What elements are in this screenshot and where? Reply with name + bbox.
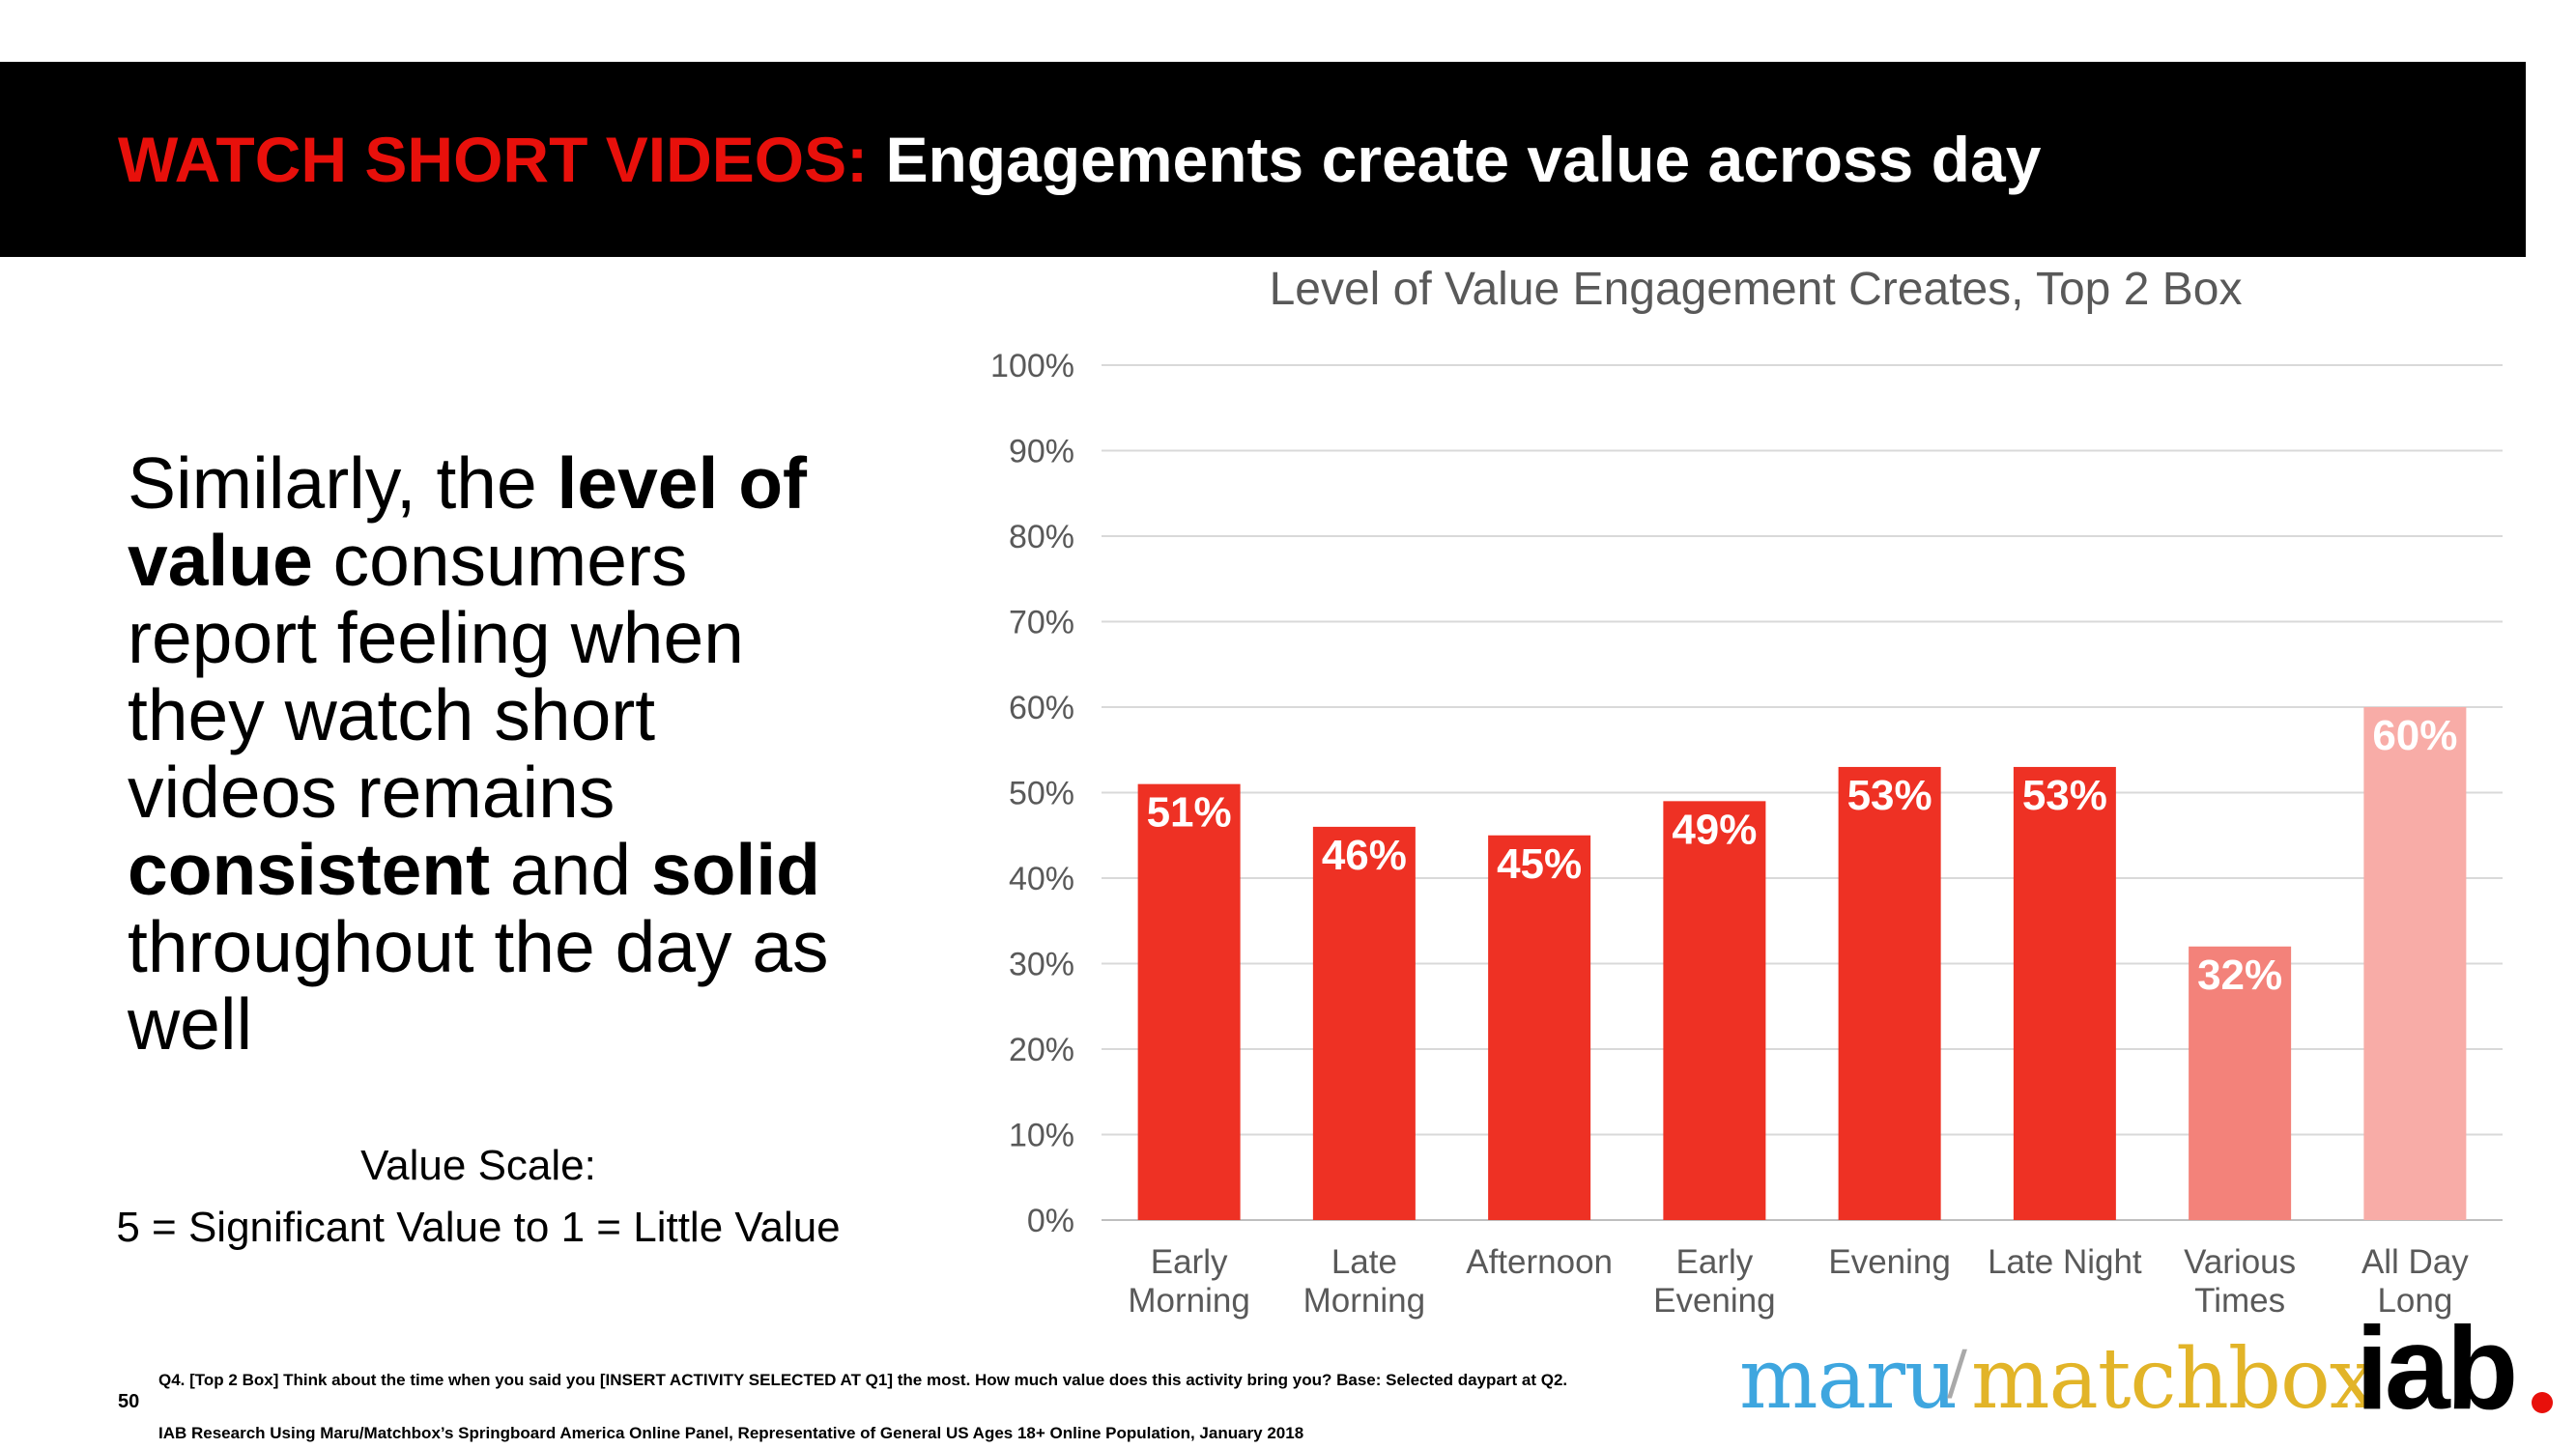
x-tick-label: Evening bbox=[1828, 1243, 1950, 1281]
data-label: 32% bbox=[2197, 952, 2282, 999]
x-tick-label: Long bbox=[2377, 1282, 2452, 1320]
y-tick-label: 30% bbox=[1009, 947, 1074, 983]
bar bbox=[1838, 766, 1941, 1220]
body-text-run: and bbox=[490, 829, 651, 910]
title-banner bbox=[0, 62, 2526, 257]
bar bbox=[1488, 835, 1591, 1220]
x-tick-label: Morning bbox=[1303, 1282, 1425, 1320]
value-scale-description: 5 = Significant Value to 1 = Little Valu… bbox=[116, 1204, 841, 1251]
y-tick-label: 10% bbox=[1009, 1118, 1074, 1154]
x-tick-label: Late Night bbox=[1988, 1243, 2142, 1281]
x-tick-label: Evening bbox=[1653, 1282, 1775, 1320]
title-main: Engagements create value across day bbox=[885, 124, 2042, 195]
body-emphasis: consistent bbox=[128, 829, 491, 910]
y-tick-label: 0% bbox=[1027, 1203, 1074, 1239]
y-tick-label: 90% bbox=[1009, 434, 1074, 470]
data-label: 53% bbox=[1847, 772, 1932, 819]
x-tick-label: All Day bbox=[2361, 1243, 2469, 1281]
slide-title: WATCH SHORT VIDEOS: Engagements create v… bbox=[118, 122, 2041, 198]
data-label: 45% bbox=[1497, 840, 1582, 888]
matchbox-logo: matchbox bbox=[1971, 1331, 2376, 1428]
bars bbox=[1137, 707, 2467, 1220]
x-tick-label: Early bbox=[1151, 1243, 1228, 1281]
y-tick-label: 40% bbox=[1009, 861, 1074, 897]
data-label: 60% bbox=[2372, 712, 2457, 759]
bar bbox=[2189, 946, 2292, 1220]
gridlines bbox=[1102, 364, 2503, 1221]
y-tick-label: 100% bbox=[990, 348, 1074, 384]
y-tick-label: 70% bbox=[1009, 605, 1074, 641]
body-paragraph: Similarly, the level of value consumers … bbox=[128, 444, 862, 1063]
bar-chart: Level of Value Engagement Creates, Top 2… bbox=[990, 264, 2503, 1320]
y-tick-label: 80% bbox=[1009, 519, 1074, 555]
x-tick-label: Late bbox=[1331, 1243, 1397, 1281]
bar bbox=[1137, 783, 1241, 1220]
iab-logo-dot bbox=[2532, 1392, 2553, 1413]
footnote-source: IAB Research Using Maru/Matchbox’s Sprin… bbox=[158, 1424, 1304, 1442]
body-text-run: consumers report feeling when they watch… bbox=[128, 520, 744, 833]
x-tick-label: Times bbox=[2194, 1282, 2285, 1320]
y-axis: 0% 10% 20% 30% 40% 50% 60% 70% 80% 90% 100% bbox=[990, 348, 1074, 1239]
data-label: 53% bbox=[2022, 772, 2107, 819]
y-tick-label: 50% bbox=[1009, 776, 1074, 812]
logo-divider: / bbox=[1947, 1337, 1967, 1407]
title-highlight: WATCH SHORT VIDEOS: bbox=[118, 124, 869, 195]
footnote-question: Q4. [Top 2 Box] Think about the time whe… bbox=[158, 1371, 1568, 1389]
x-tick-label: Afternoon bbox=[1466, 1243, 1613, 1281]
data-label: 49% bbox=[1672, 806, 1757, 853]
bar bbox=[1312, 826, 1416, 1220]
x-tick-label: Various bbox=[2184, 1243, 2296, 1281]
y-tick-label: 60% bbox=[1009, 690, 1074, 726]
value-scale-title: Value Scale: bbox=[360, 1142, 596, 1189]
bar bbox=[2013, 766, 2116, 1220]
maru-logo: maru bbox=[1739, 1331, 1958, 1428]
bar bbox=[2363, 707, 2467, 1220]
data-labels: 51% 46% 45% 49% 53% 53% 32% 60% bbox=[1147, 712, 2458, 999]
chart-title: Level of Value Engagement Creates, Top 2… bbox=[1270, 264, 2243, 315]
x-tick-label: Morning bbox=[1128, 1282, 1249, 1320]
data-label: 51% bbox=[1147, 789, 1232, 837]
data-label: 46% bbox=[1322, 832, 1407, 879]
page-number: 50 bbox=[118, 1391, 140, 1412]
x-tick-label: Early bbox=[1676, 1243, 1754, 1281]
body-emphasis: level of value bbox=[128, 442, 807, 601]
y-tick-label: 20% bbox=[1009, 1032, 1074, 1068]
body-text-run: Similarly, the bbox=[128, 442, 558, 524]
iab-logo: iab bbox=[2356, 1302, 2518, 1434]
bar bbox=[1663, 801, 1766, 1220]
body-emphasis: solid bbox=[650, 829, 820, 910]
body-text-run: throughout the day as well bbox=[128, 906, 829, 1065]
